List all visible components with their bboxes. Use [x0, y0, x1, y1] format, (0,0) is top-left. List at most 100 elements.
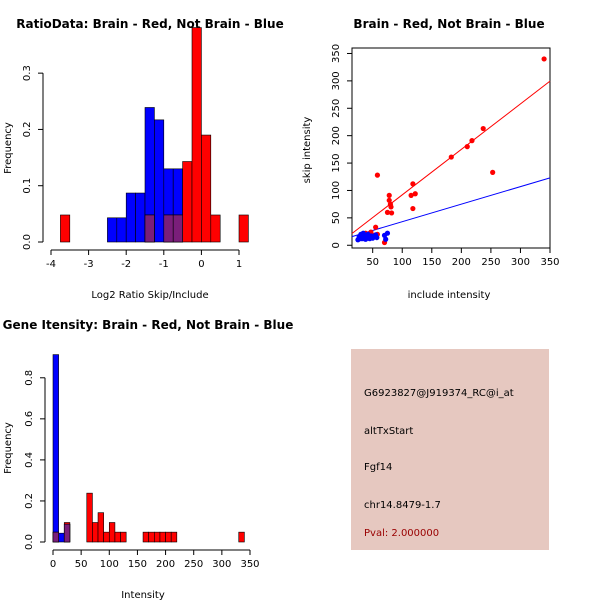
info-panel-background — [351, 349, 549, 550]
gene-hist-x-tick-label: 0 — [50, 559, 56, 570]
ratio-hist-red-bar — [238, 214, 249, 243]
gene-hist-red-bar — [92, 522, 99, 543]
ratio-histogram-xlabel: Log2 Ratio Skip/Include — [91, 290, 208, 301]
ratio-hist-x-tick-label: 1 — [236, 259, 242, 270]
intensity-scatter-ylabel: skip intensity — [302, 117, 313, 184]
blue-scatter-point — [360, 230, 366, 236]
ratio-hist-overlap-bar — [144, 214, 155, 243]
red-scatter-point — [373, 224, 379, 230]
gene-hist-x-tick-label: 300 — [212, 559, 231, 570]
ratio-histogram-ylabel: Frequency — [3, 122, 14, 174]
gene-hist-x-tick-label: 150 — [128, 559, 147, 570]
scatter-y-tick-label: 0 — [331, 242, 342, 248]
ratio-hist-x-tick-label: -4 — [46, 259, 56, 270]
red-scatter-point — [389, 210, 395, 216]
scatter-x-tick-label: 350 — [540, 257, 559, 268]
ratio-hist-blue-bar — [135, 192, 146, 243]
ratio-hist-y-tick-label: 0.3 — [22, 65, 33, 81]
intensity-scatter-title: Brain - Red, Not Brain - Blue — [353, 17, 544, 31]
probe-id-text: G6923827@J919374_RC@i_at — [364, 388, 514, 399]
gene-hist-y-tick-label: 0.0 — [24, 534, 35, 550]
gene-intensity-title: Gene Itensity: Brain - Red, Not Brain - … — [3, 318, 294, 332]
gene-hist-x-tick-label: 350 — [240, 559, 259, 570]
pval-text: Pval: 2.000000 — [364, 528, 439, 539]
red-scatter-point — [412, 191, 418, 197]
scatter-y-tick-label: 150 — [331, 154, 342, 173]
gene-intensity-xlabel: Intensity — [121, 590, 165, 600]
ratio-hist-overlap-bar — [163, 214, 174, 243]
blue-scatter-point — [358, 236, 364, 242]
gene-hist-x-tick-label: 250 — [184, 559, 203, 570]
red-scatter-point — [464, 144, 470, 150]
ratio-hist-red-bar — [60, 214, 71, 243]
scatter-y-tick-label: 100 — [331, 181, 342, 200]
gene-hist-x-tick-label: 200 — [156, 559, 175, 570]
scatter-x-tick-label: 200 — [452, 257, 471, 268]
scatter-x-tick-label: 100 — [393, 257, 412, 268]
ratio-hist-y-tick-label: 0.2 — [22, 121, 33, 137]
gene-hist-x-tick-label: 100 — [100, 559, 119, 570]
scatter-y-tick-label: 50 — [331, 211, 342, 224]
gene-hist-red-bar — [142, 531, 149, 543]
scatter-x-tick-label: 300 — [511, 257, 530, 268]
blue-scatter-point — [381, 232, 388, 238]
info-panel: G6923827@J919374_RC@i_at altTxStart Fgf1… — [351, 349, 549, 550]
scatter-y-tick-label: 350 — [331, 44, 342, 63]
gene-hist-red-bar — [154, 531, 161, 543]
scatter-x-tick-label: 150 — [422, 257, 441, 268]
gene-hist-red-bar — [159, 531, 166, 543]
intensity-scatter: Brain - Red, Not Brain - Blue 50 100 150 20… — [302, 17, 560, 301]
ratio-hist-blue-bar — [154, 119, 165, 243]
ratio-hist-x-tick-label: -3 — [84, 259, 94, 270]
scatter-plot-frame — [351, 47, 551, 249]
gene-hist-red-bar — [148, 531, 155, 543]
ratio-hist-blue-bar — [125, 192, 136, 243]
red-scatter-point — [448, 154, 454, 160]
gene-hist-red-bar — [238, 531, 245, 543]
gene-hist-overlap-bar — [52, 531, 59, 543]
scatter-x-tick-label: 50 — [366, 257, 379, 268]
gene-hist-red-bar — [120, 531, 127, 543]
red-scatter-point — [408, 192, 414, 198]
red-scatter-point — [388, 204, 394, 210]
gene-hist-red-bar — [103, 531, 110, 543]
intensity-scatter-xlabel: include intensity — [408, 290, 491, 301]
red-scatter-point — [469, 138, 475, 144]
ratio-hist-blue-bar — [116, 217, 127, 243]
ratio-hist-y-tick-label: 0.1 — [22, 178, 33, 194]
ratio-hist-red-bar — [210, 214, 221, 243]
gene-hist-blue-bar — [58, 532, 65, 543]
ratio-hist-overlap-bar — [172, 214, 183, 243]
gene-intensity-histogram: Gene Itensity: Brain - Red, Not Brain - … — [3, 318, 294, 600]
gene-hist-red-bar — [114, 531, 121, 543]
gene-hist-blue-bar — [52, 354, 59, 543]
gene-hist-y-tick-label: 0.6 — [24, 411, 35, 427]
blue-fit-line — [351, 177, 551, 238]
red-scatter-point — [541, 56, 547, 62]
gene-hist-x-tick-label: 50 — [75, 559, 88, 570]
location-text: chr14.8479-1.7 — [364, 500, 441, 511]
gene-hist-red-bar — [108, 522, 116, 543]
gene-hist-red-bar — [170, 531, 178, 543]
ratio-hist-x-tick-label: 0 — [198, 259, 204, 270]
ratio-hist-y-tick-label: 0.0 — [22, 234, 33, 250]
ratio-hist-x-tick-label: -1 — [159, 259, 169, 270]
red-scatter-point — [410, 205, 416, 212]
red-scatter-point — [386, 192, 392, 198]
gene-hist-red-bar — [86, 492, 93, 543]
scatter-x-tick-label: 250 — [481, 257, 500, 268]
red-scatter-point — [490, 169, 496, 175]
red-scatter-point — [480, 125, 486, 132]
ratio-hist-red-bar — [191, 27, 202, 243]
gene-hist-red-bar — [97, 512, 104, 543]
scatter-y-tick-label: 300 — [331, 71, 342, 90]
scatter-y-tick-label: 200 — [331, 126, 342, 145]
gene-hist-overlap-bar — [63, 523, 71, 543]
gene-hist-y-tick-label: 0.8 — [24, 370, 35, 386]
gene-hist-y-tick-label: 0.2 — [24, 493, 35, 509]
ratio-hist-blue-bar — [107, 217, 118, 243]
gene-hist-red-bar — [165, 531, 172, 543]
ratio-histogram-title: RatioData: Brain - Red, Not Brain - Blue — [16, 17, 283, 31]
red-scatter-point — [410, 181, 416, 187]
